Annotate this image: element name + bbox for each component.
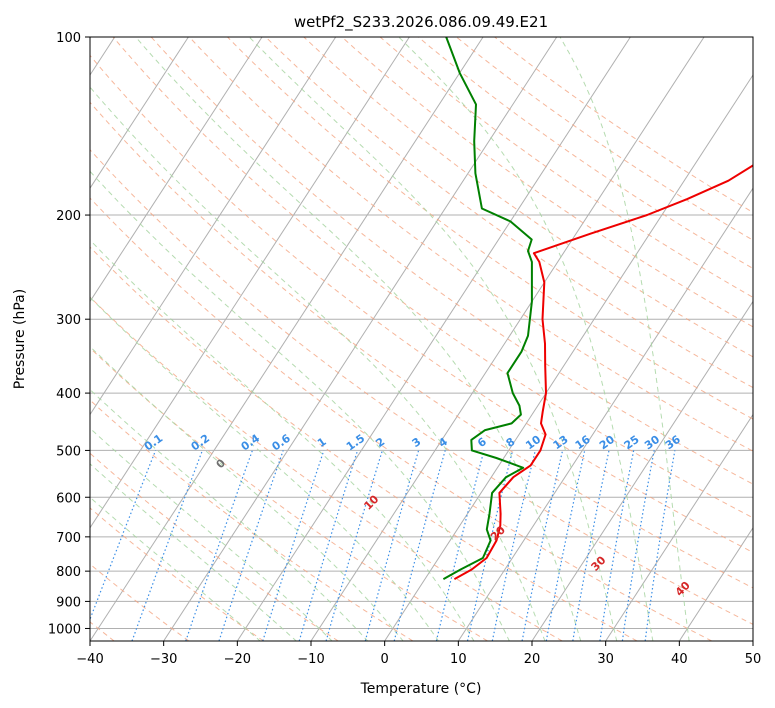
isotherm-line: [457, 187, 753, 641]
isotherm-line: [605, 413, 753, 641]
moist-adiabat-line: [90, 345, 404, 641]
isotherm-line: [90, 37, 410, 529]
isotherm-line: [678, 526, 753, 641]
moist-adiabat-line: [90, 170, 510, 641]
dry-adiabat-line: [265, 37, 753, 389]
dry-adiabat-line: [90, 149, 753, 625]
mixing-ratio-line: [185, 450, 253, 641]
mixing-ratio-line: [545, 450, 586, 641]
mixing-ratio-line: [325, 450, 383, 641]
temperature-profile-line: [453, 164, 753, 580]
y-tick-label: 400: [56, 387, 81, 402]
y-axis-label: Pressure (hPa): [12, 289, 28, 389]
y-tick-label: 100: [56, 31, 81, 46]
profiles: [442, 37, 753, 580]
dry-adiabat-line: [303, 37, 753, 358]
mixing-ratio-line: [572, 450, 610, 641]
dry-adiabat-line: [150, 37, 753, 485]
x-tick-label: 30: [597, 652, 614, 667]
dry-adiabat-line: [90, 246, 638, 641]
isotherm-line: [90, 37, 484, 641]
y-tick-label: 700: [56, 531, 81, 546]
axes: −40 −30 −20 −10 0 10 20 30 40 50 100 200 300 400 500 60…: [48, 31, 761, 667]
x-tick-label: 0: [381, 652, 389, 667]
moist-adiabat-line: [559, 37, 690, 641]
mixing-ratio-line: [364, 450, 420, 641]
x-tick-label: −40: [76, 652, 103, 667]
background-lines: [90, 37, 753, 641]
isotherm-line: [90, 37, 263, 303]
y-tick-label: 1000: [48, 622, 81, 637]
plot-frame: [89, 36, 754, 642]
moist-adiabat-line: [90, 496, 261, 641]
x-tick-label: 40: [671, 652, 688, 667]
dry-adiabat-line: [90, 54, 753, 553]
x-tick-label: 50: [745, 652, 762, 667]
isotherm-line: [531, 300, 753, 641]
mixing-ratio-line: [435, 450, 485, 641]
moist-adiabat-line: [90, 388, 369, 641]
x-tick-label: 10: [450, 652, 467, 667]
y-tick-label: 600: [56, 491, 81, 506]
dry-adiabat-line: [90, 296, 563, 641]
isotherm-line: [90, 37, 337, 416]
dry-adiabat-line: [227, 37, 753, 420]
dry-adiabat-line: [90, 452, 339, 641]
x-tick-label: −10: [297, 652, 324, 667]
dewpoint-profile-line: [442, 37, 533, 580]
moist-adiabat-line: [90, 86, 546, 641]
moist-adiabat-line: [90, 463, 297, 641]
isotherm-line: [236, 37, 631, 641]
moist-adiabat-line: [90, 296, 440, 641]
isotherm-line: [90, 37, 189, 190]
mixing-ratio-line: [599, 450, 635, 641]
dry-adiabat-line: [112, 37, 753, 519]
mixing-ratio-line: [644, 450, 676, 641]
chart-title: wetPf2_S233.2026.086.09.49.E21: [294, 13, 548, 32]
mixing-ratio-line: [466, 450, 514, 641]
dry-adiabat-line: [90, 101, 753, 589]
moist-adiabat-line: [398, 37, 654, 641]
y-tick-label: 200: [56, 209, 81, 224]
x-tick-label: −20: [224, 652, 251, 667]
mixing-ratio-line: [262, 450, 325, 641]
mixing-ratio-line: [521, 450, 564, 641]
mixing-ratio-line: [131, 450, 203, 641]
dry-adiabat-line: [494, 37, 753, 214]
moist-adiabat-line: [135, 37, 582, 641]
moist-adiabat-line: [90, 427, 333, 641]
x-tick-label: −30: [150, 652, 177, 667]
moist-adiabat-line: [248, 37, 618, 641]
mixing-ratio-line: [621, 450, 655, 641]
y-tick-label: 500: [56, 444, 81, 459]
mixing-ratio-line: [393, 450, 446, 641]
y-tick-label: 800: [56, 565, 81, 580]
mixing-ratio-line: [491, 450, 536, 641]
dry-adiabat-line: [90, 197, 712, 641]
isotherm-line: [384, 74, 753, 641]
x-tick-label: 20: [524, 652, 541, 667]
mixing-ratio-line: [218, 450, 284, 641]
moist-adiabat-line: [90, 239, 475, 641]
x-axis-label: Temperature (°C): [360, 681, 482, 697]
y-tick-label: 900: [56, 595, 81, 610]
mixing-ratio-line: [298, 450, 359, 641]
dry-adiabat-line: [341, 37, 753, 328]
y-tick-label: 300: [56, 313, 81, 328]
